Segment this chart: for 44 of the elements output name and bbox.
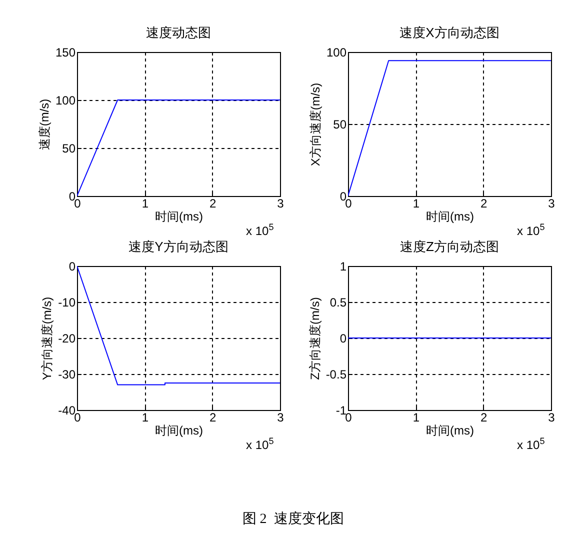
y-tick-label: 50: [333, 118, 347, 132]
y-tick-label: 100: [55, 94, 76, 108]
y-tick-label: -20: [58, 332, 76, 346]
y-tick-label: 0.5: [330, 296, 347, 310]
x-tick-label: 1: [142, 410, 149, 424]
x-axis-title: 时间(ms): [155, 210, 203, 224]
y-tick-label: -10: [58, 296, 76, 310]
y-tick-label: -30: [58, 368, 76, 382]
text: x 10$^{5}$: [517, 222, 545, 238]
chart-title: 速度X方向动态图: [400, 25, 500, 40]
x-tick-label: 3: [277, 196, 284, 210]
y-tick-label: -0.5: [326, 368, 347, 382]
y-tick-label: 150: [55, 46, 76, 60]
y-tick-label: -1: [336, 404, 347, 418]
x-tick-label: 3: [548, 196, 556, 210]
chart-title: 速度Z方向动态图: [400, 239, 499, 254]
x-axis-title: 时间(ms): [426, 424, 474, 438]
x-tick-label: 3: [277, 410, 284, 424]
x-axis-title: 时间(ms): [155, 424, 203, 438]
x-tick-label: 1: [142, 196, 149, 210]
chart-title: 速度动态图: [146, 25, 211, 40]
chart-title: 速度Y方向动态图: [128, 239, 228, 254]
y-tick-label: -40: [58, 404, 76, 418]
y-axis-title: 速度(m/s): [37, 98, 52, 150]
x-tick-label: 1: [412, 196, 420, 210]
y-axis-title: Z方向速度(m/s): [308, 297, 322, 380]
y-tick-label: 100: [326, 46, 347, 60]
y-tick-label: 0: [340, 332, 347, 346]
x-tick-label: 1: [412, 410, 420, 424]
x-tick-label: 2: [209, 196, 216, 210]
y-tick-label: 0: [68, 260, 76, 274]
caption: 图 2 速度变化图: [241, 510, 345, 528]
x-tick-label: 2: [480, 410, 488, 424]
text: x 10$^{5}$: [246, 436, 274, 452]
y-tick-label: 50: [62, 142, 76, 156]
y-tick-label: 1: [340, 260, 347, 274]
x-tick-label: 2: [209, 410, 216, 424]
x-tick-label: 3: [548, 410, 556, 424]
y-axis-title: Y方向速度(m/s): [40, 296, 54, 380]
text: x 10$^{5}$: [517, 436, 545, 452]
y-axis-title: X方向速度(m/s): [308, 82, 322, 166]
text: x 10$^{5}$: [246, 222, 274, 238]
x-tick-label: 2: [480, 196, 488, 210]
x-axis-title: 时间(ms): [426, 210, 474, 224]
